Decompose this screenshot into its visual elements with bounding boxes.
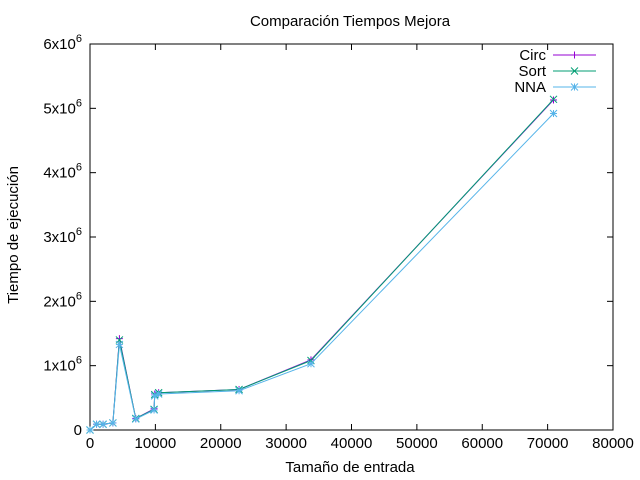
y-tick-label: 3x106: [43, 226, 82, 246]
series-nna: [86, 109, 558, 434]
data-point: [150, 406, 158, 414]
x-axis: 0 10000 20000 30000 40000 50000 60000 70000 8000…: [86, 44, 634, 452]
y-tick-base: 3x10: [43, 229, 76, 246]
series-layer: [86, 95, 558, 434]
x-tick-label: 60000: [461, 435, 503, 452]
plot-frame: [89, 43, 614, 431]
data-point: [549, 109, 558, 118]
y-tick-base: 4x10: [43, 165, 76, 182]
data-point: [235, 386, 243, 395]
legend-label: NNA: [514, 79, 546, 96]
x-tick-label: 30000: [265, 435, 307, 452]
x-tick-label: 50000: [396, 435, 438, 452]
x-tick-label: 40000: [331, 435, 373, 452]
y-axis-title: Tiempo de ejecución: [5, 166, 22, 304]
y-tick-exponent: 6: [76, 97, 82, 109]
series-line: [89, 113, 554, 431]
y-tick-base: 0: [74, 422, 82, 439]
data-point: [109, 419, 117, 427]
x-tick-label: 20000: [200, 435, 242, 452]
x-tick-label: 70000: [527, 435, 569, 452]
y-tick-label: 5x106: [43, 97, 82, 117]
y-tick-label: 6x106: [43, 33, 82, 53]
y-tick-label: 1x106: [43, 355, 82, 375]
legend-label: Sort: [518, 63, 546, 80]
data-point: [571, 51, 578, 59]
data-point: [154, 390, 163, 398]
legend-label: Circ: [519, 47, 546, 64]
x-tick-label: 10000: [135, 435, 177, 452]
data-point: [131, 415, 140, 423]
data-point: [115, 340, 124, 349]
legend-item: Circ: [519, 47, 596, 64]
y-tick-base: 2x10: [43, 293, 76, 310]
data-point: [99, 420, 107, 429]
series-line: [89, 99, 554, 431]
data-point: [92, 420, 101, 429]
series-sort: [86, 95, 558, 434]
y-tick-exponent: 6: [76, 162, 82, 174]
chart-title: Comparación Tiempos Mejora: [250, 13, 451, 30]
series-line: [89, 98, 554, 431]
data-point: [549, 95, 558, 104]
y-tick-label: 0: [74, 422, 82, 439]
y-tick-exponent: 6: [76, 355, 82, 367]
y-tick-exponent: 6: [76, 226, 82, 238]
data-point: [307, 359, 315, 368]
x-tick-label: 0: [86, 435, 94, 452]
data-point: [570, 67, 579, 75]
y-tick-base: 5x10: [43, 100, 76, 117]
data-point: [86, 426, 94, 434]
y-tick-exponent: 6: [76, 290, 82, 302]
axes: [89, 43, 614, 431]
y-tick-base: 6x10: [43, 36, 76, 53]
legend-item: Sort: [518, 63, 596, 80]
y-tick-label: 4x106: [43, 162, 82, 182]
y-tick-label: 2x106: [43, 290, 82, 310]
x-axis-title: Tamaño de entrada: [285, 459, 415, 476]
x-tick-label: 80000: [592, 435, 634, 452]
y-tick-exponent: 6: [76, 33, 82, 45]
data-point: [570, 83, 579, 91]
y-tick-base: 1x10: [43, 358, 76, 375]
legend-item: NNA: [514, 79, 596, 96]
series-circ: [86, 96, 558, 434]
